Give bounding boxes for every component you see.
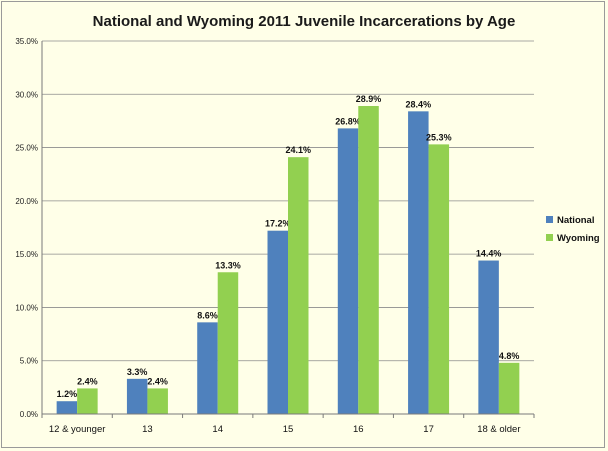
x-tick-label: 12 & younger [49,424,106,435]
bar-national-4 [337,128,359,414]
x-tick-label: 13 [142,424,153,435]
data-label: 3.3% [127,367,148,377]
y-tick-label: 30.0% [15,90,38,99]
bar-national-2 [197,322,218,414]
y-tick-label: 10.0% [15,303,38,312]
bar-wyoming-4 [358,106,379,414]
y-tick-label: 0.0% [20,410,38,419]
bar-national-3 [267,230,288,414]
data-label: 26.8% [335,116,361,126]
x-tick-label: 16 [353,424,364,435]
data-label: 28.9% [356,94,382,104]
bar-national-5 [408,111,429,414]
data-label: 24.1% [285,145,311,155]
bar-wyoming-1 [147,388,168,414]
bars: 1.2%2.4%3.3%2.4%8.6%13.3%17.2%24.1%26.8%… [56,94,520,415]
data-label: 2.4% [77,376,98,386]
bar-wyoming-6 [498,362,520,414]
bar-wyoming-5 [428,144,450,415]
y-tick-label: 25.0% [15,144,38,153]
y-tick-label: 20.0% [15,197,38,206]
y-tick-label: 5.0% [20,357,38,366]
bar-wyoming-2 [217,272,239,414]
legend-swatch-national [546,216,553,223]
legend: National Wyoming [546,215,600,244]
data-label: 2.4% [147,376,168,386]
x-tick-label: 15 [283,424,294,435]
chart-title: National and Wyoming 2011 Juvenile Incar… [93,13,516,30]
legend-label-wyoming: Wyoming [557,233,600,244]
x-tick-label: 14 [212,424,223,435]
legend-swatch-wyoming [546,234,553,241]
y-tick-label: 35.0% [15,37,38,46]
data-label: 14.4% [476,249,502,259]
legend-label-national: National [557,215,594,226]
data-label: 4.8% [499,351,520,361]
x-tick-label: 18 & older [477,424,520,435]
bar-wyoming-3 [288,157,309,415]
y-tick-label: 15.0% [15,250,38,259]
data-label: 17.2% [265,219,291,229]
bar-national-0 [56,401,78,414]
data-label: 28.4% [406,99,432,109]
data-label: 13.3% [215,260,241,270]
bar-national-6 [478,260,499,414]
bar-wyoming-0 [77,388,98,414]
x-axis: 12 & younger 13 14 15 16 17 18 & older [41,413,535,435]
data-label: 25.3% [426,132,452,142]
bar-national-1 [126,378,148,414]
data-label: 1.2% [57,389,78,399]
y-axis: 0.0% 5.0% 10.0% 15.0% 20.0% 25.0% 30.0% 35.0% [15,37,43,419]
x-tick-label: 17 [423,424,434,435]
data-label: 8.6% [197,310,218,320]
